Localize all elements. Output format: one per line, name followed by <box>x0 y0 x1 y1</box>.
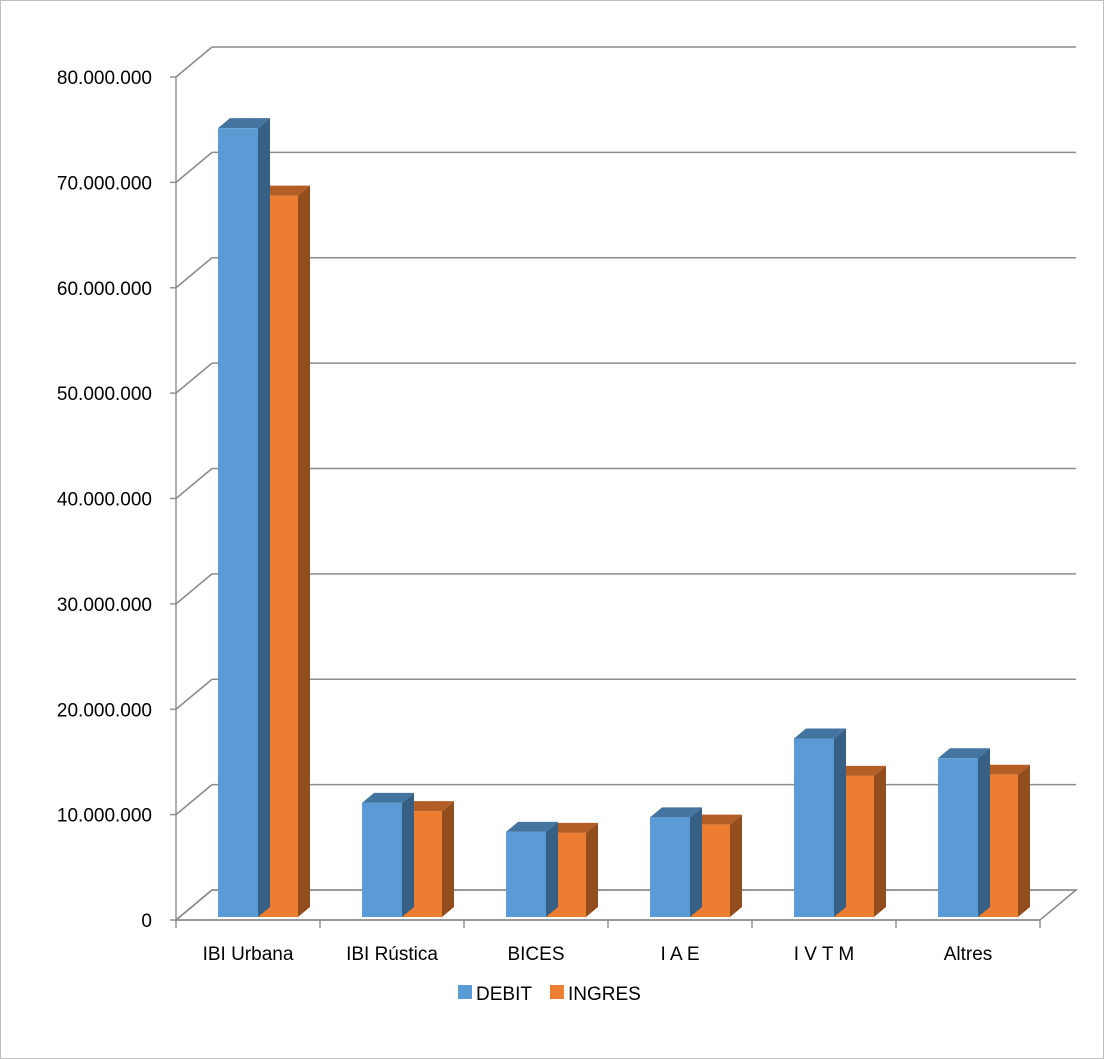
x-category-label: BICES <box>507 944 564 965</box>
gridline-side <box>175 784 213 816</box>
legend-label-debit: DEBIT <box>476 984 532 1005</box>
y-tick-label: 60.000.000 <box>57 279 152 300</box>
bar-debit <box>938 758 978 917</box>
x-category-label: Altres <box>944 944 993 965</box>
bar-debit <box>218 128 258 918</box>
x-category-label: I A E <box>660 944 699 965</box>
bar-top-ingres <box>402 801 454 812</box>
legend-label-ingres: INGRES <box>568 984 641 1005</box>
bar-top-debit <box>218 118 270 129</box>
bar-side-debit <box>546 821 558 917</box>
bar-top-ingres <box>258 185 310 196</box>
bar-debit <box>506 831 546 917</box>
bar-side-debit <box>978 748 990 917</box>
bar-side-ingres <box>730 814 742 917</box>
x-category-label: IBI Urbana <box>203 944 294 965</box>
bar-side-debit <box>258 118 270 918</box>
bar-top-ingres <box>978 764 1030 775</box>
bar-side-ingres <box>586 822 598 917</box>
bar-top-ingres <box>690 814 742 825</box>
gridline-side <box>175 257 213 289</box>
y-tick-label: 30.000.000 <box>57 595 152 616</box>
y-tick-label: 40.000.000 <box>57 490 152 511</box>
bar-side-debit <box>690 807 702 917</box>
gridline-side <box>175 573 213 605</box>
bar-side-debit <box>402 792 414 917</box>
bar-top-debit <box>794 728 846 739</box>
bar-side-ingres <box>874 765 886 917</box>
bar-top-ingres <box>834 765 886 776</box>
bar-debit <box>794 738 834 917</box>
bar-top-ingres <box>546 822 598 833</box>
bar-debit <box>362 802 402 917</box>
gridline-side <box>175 467 213 500</box>
y-tick-label: 0 <box>141 911 152 932</box>
bar-top-debit <box>506 821 558 832</box>
y-tick-label: 20.000.000 <box>57 700 152 721</box>
legend-swatch-ingres <box>549 985 564 999</box>
gridline-side <box>175 362 213 394</box>
bar-debit <box>650 817 690 917</box>
y-tick-label: 10.000.000 <box>57 806 152 827</box>
bar-top-debit <box>650 807 702 818</box>
y-tick-label: 70.000.000 <box>57 173 152 194</box>
y-tick-label: 80.000.000 <box>57 68 152 89</box>
bar-side-ingres <box>1018 764 1030 917</box>
bar-side-ingres <box>298 185 310 917</box>
bar-top-debit <box>362 792 414 803</box>
gridline-side <box>175 678 213 710</box>
legend-swatch-debit <box>458 985 472 999</box>
gridline-side <box>175 46 213 78</box>
bar-side-debit <box>834 728 846 917</box>
x-category-label: I V T M <box>794 944 855 965</box>
bar-top-debit <box>938 748 990 759</box>
y-tick-label: 50.000.000 <box>57 384 152 405</box>
bar-side-ingres <box>442 801 454 917</box>
gridline-side <box>175 151 213 183</box>
x-category-label: IBI Rústica <box>346 944 438 965</box>
